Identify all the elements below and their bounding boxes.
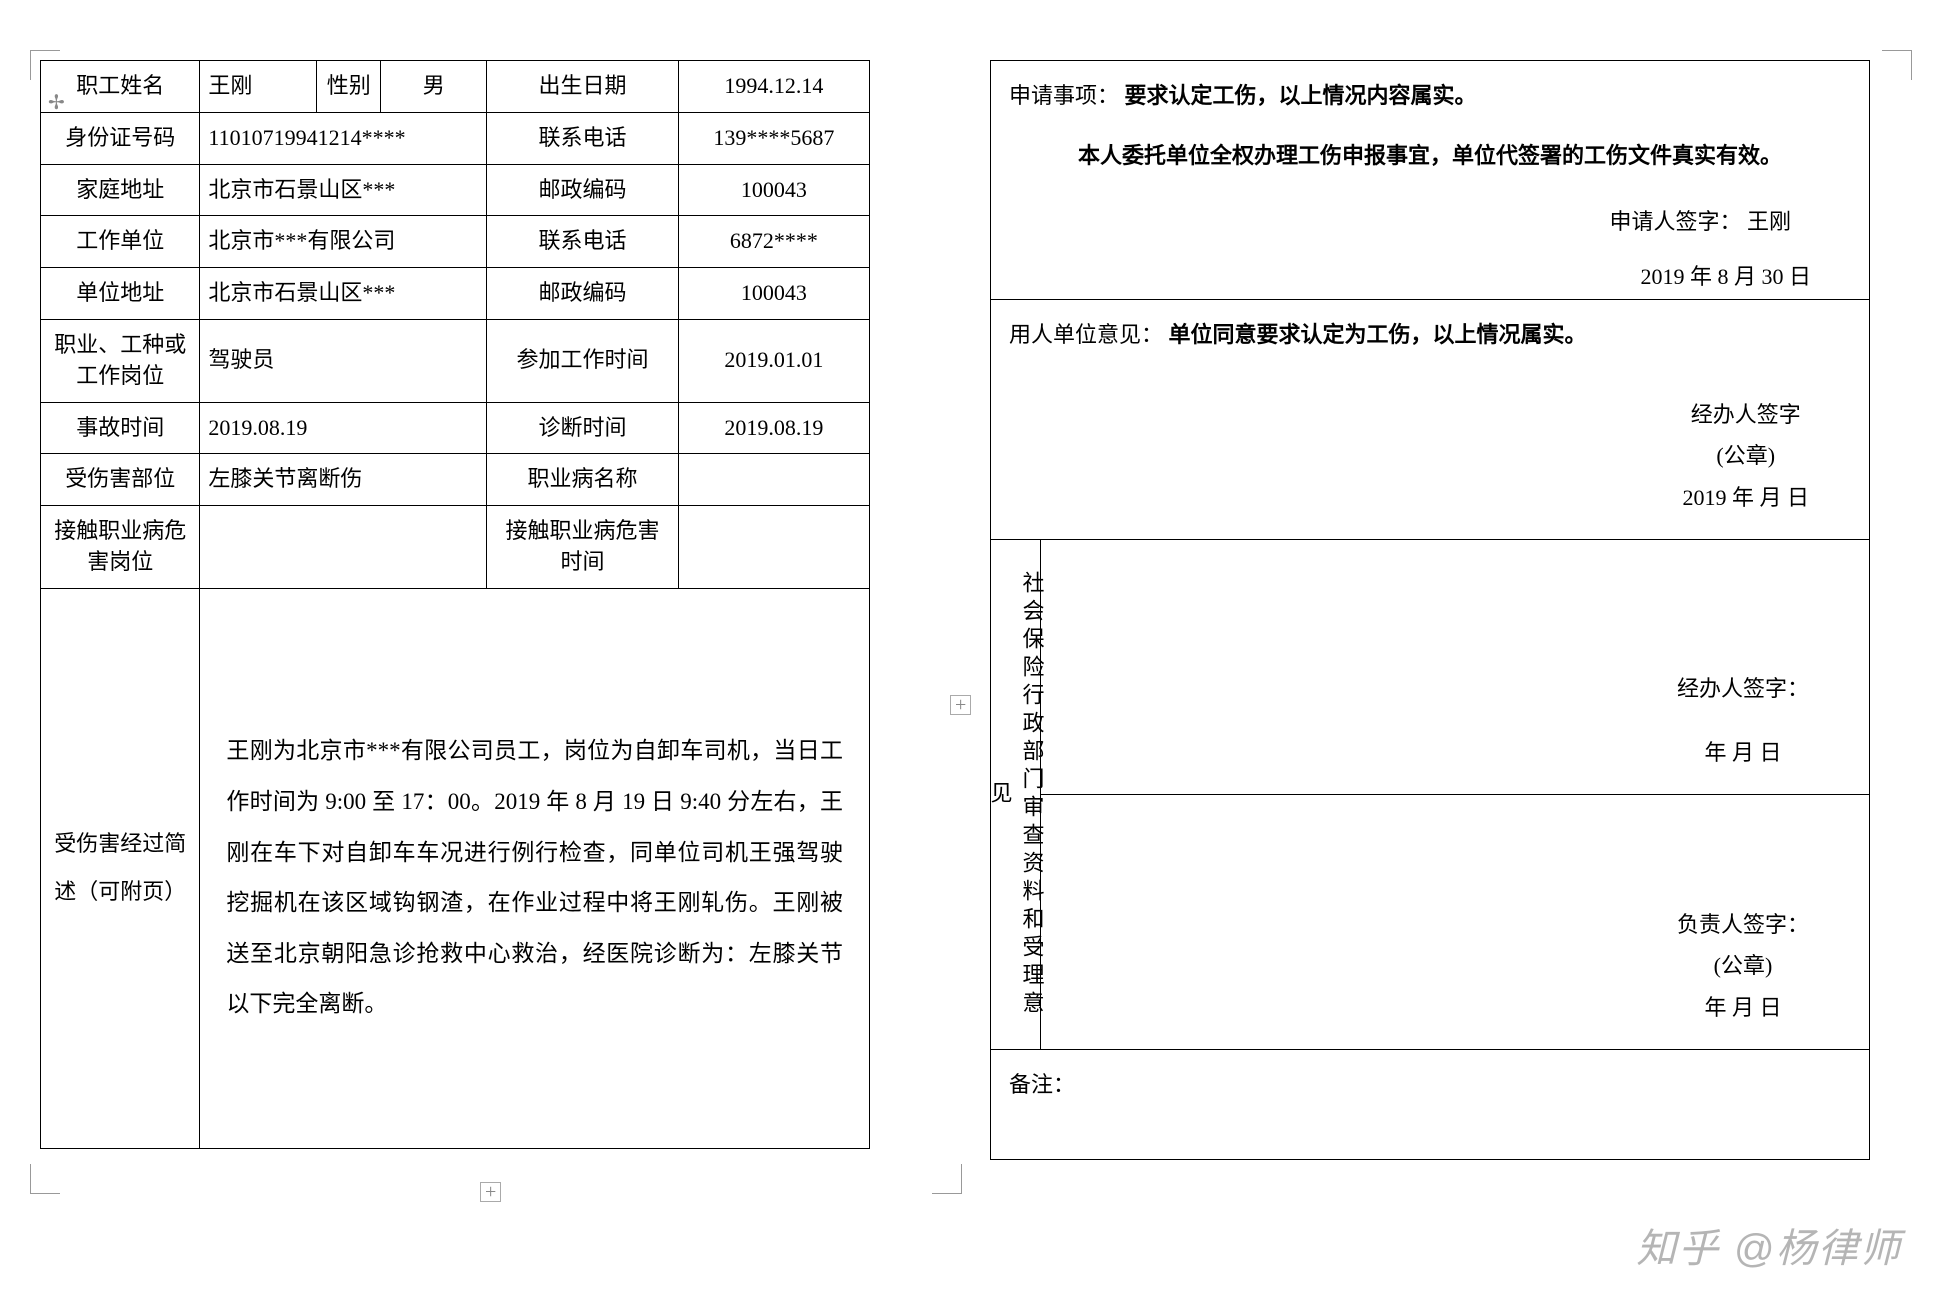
- application-section: 申请事项： 要求认定工伤，以上情况内容属实。 本人委托单位全权办理工伤申报事宜，…: [990, 60, 1870, 300]
- handler-sig-label: 经办人签字: [1682, 394, 1809, 436]
- employer-date: 2019 年 月 日: [1682, 477, 1809, 519]
- dept-body: 经办人签字： 年 月 日 负责人签字： (公章) 年 月 日: [1041, 540, 1869, 1049]
- employer-sig-block: 经办人签字 (公章) 2019 年 月 日: [1682, 394, 1809, 519]
- label-start-work: 参加工作时间: [487, 319, 678, 402]
- dept-date2: 年 月 日: [1677, 987, 1809, 1029]
- label-occupation: 职业、工种或工作岗位: [41, 319, 200, 402]
- label-diagnosis-time: 诊断时间: [487, 402, 678, 454]
- narrative-text: 王刚为北京市***有限公司员工，岗位为自卸车司机，当日工作时间为 9:00 至 …: [208, 676, 861, 1060]
- value-zip2: 100043: [678, 268, 869, 320]
- value-hazard-time: [678, 506, 869, 589]
- applicant-sig-value: 王刚: [1747, 209, 1791, 234]
- label-name: 职工姓名: [41, 61, 200, 113]
- crop-mark-bl: [30, 1164, 60, 1194]
- value-gender: 男: [381, 61, 487, 113]
- dept-date1: 年 月 日: [1677, 732, 1809, 774]
- remark-label: 备注：: [1009, 1072, 1075, 1097]
- employer-section: 用人单位意见： 单位同意要求认定为工伤，以上情况属实。 经办人签字 (公章) 2…: [990, 300, 1870, 540]
- value-start-work: 2019.01.01: [678, 319, 869, 402]
- dept-handler-sig: 经办人签字：: [1677, 668, 1809, 710]
- label-hazard-post: 接触职业病危害岗位: [41, 506, 200, 589]
- watermark: 知乎 @杨律师: [1636, 1216, 1902, 1274]
- dept-review-section: 社会保险行政部门审查资料和受理意见 经办人签字： 年 月 日 负责人签字： (公…: [990, 540, 1870, 1050]
- page-left: 职工姓名 王刚 性别 男 出生日期 1994.12.14 身份证号码 11010…: [40, 60, 870, 1160]
- label-phone1: 联系电话: [487, 112, 678, 164]
- remark-section: 备注：: [990, 1050, 1870, 1160]
- value-phone2: 6872****: [678, 216, 869, 268]
- dept-label-vertical: 社会保险行政部门审查资料和受理意见: [991, 540, 1041, 1049]
- label-employer-addr: 单位地址: [41, 268, 200, 320]
- injury-info-table: 职工姓名 王刚 性别 男 出生日期 1994.12.14 身份证号码 11010…: [40, 60, 870, 1149]
- value-idcard: 11010719941214****: [200, 112, 487, 164]
- value-diagnosis-time: 2019.08.19: [678, 402, 869, 454]
- editor-plus-icon: +: [480, 1182, 501, 1202]
- employer-label: 用人单位意见：: [1009, 322, 1163, 347]
- apply-text1: 要求认定工伤，以上情况内容属实。: [1125, 83, 1477, 108]
- label-gender: 性别: [317, 61, 381, 113]
- dept-leader-sig: 负责人签字：: [1677, 904, 1809, 946]
- apply-line1: 申请事项： 要求认定工伤，以上情况内容属实。: [1009, 75, 1851, 117]
- value-narrative: 王刚为北京市***有限公司员工，岗位为自卸车司机，当日工作时间为 9:00 至 …: [200, 588, 870, 1148]
- page-right: 申请事项： 要求认定工伤，以上情况内容属实。 本人委托单位全权办理工伤申报事宜，…: [990, 60, 1870, 1160]
- label-birth: 出生日期: [487, 61, 678, 113]
- dept-handler-sig-block: 经办人签字： 年 月 日: [1677, 668, 1809, 774]
- label-employer: 工作单位: [41, 216, 200, 268]
- employer-line: 用人单位意见： 单位同意要求认定为工伤，以上情况属实。: [1009, 314, 1851, 356]
- seal-label: (公章): [1682, 435, 1809, 477]
- applicant-date: 2019 年 8 月 30 日: [1009, 256, 1851, 298]
- label-zip1: 邮政编码: [487, 164, 678, 216]
- value-employer: 北京市***有限公司: [200, 216, 487, 268]
- label-phone2: 联系电话: [487, 216, 678, 268]
- value-home-addr: 北京市石景山区***: [200, 164, 487, 216]
- value-hazard-post: [200, 506, 487, 589]
- value-employer-addr: 北京市石景山区***: [200, 268, 487, 320]
- value-occ-disease: [678, 454, 869, 506]
- label-zip2: 邮政编码: [487, 268, 678, 320]
- dept-lower: 负责人签字： (公章) 年 月 日: [1041, 794, 1869, 1049]
- label-hazard-time: 接触职业病危害时间: [487, 506, 678, 589]
- crop-mark-br: [932, 1164, 962, 1194]
- value-occupation: 驾驶员: [200, 319, 487, 402]
- applicant-sig-line: 申请人签字： 王刚: [1009, 201, 1851, 243]
- apply-text2: 本人委托单位全权办理工伤申报事宜，单位代签署的工伤文件真实有效。: [1009, 135, 1851, 177]
- value-zip1: 100043: [678, 164, 869, 216]
- dept-leader-sig-block: 负责人签字： (公章) 年 月 日: [1677, 904, 1809, 1029]
- document-spread: 职工姓名 王刚 性别 男 出生日期 1994.12.14 身份证号码 11010…: [40, 60, 1902, 1160]
- apply-label: 申请事项：: [1009, 83, 1119, 108]
- value-birth: 1994.12.14: [678, 61, 869, 113]
- label-idcard: 身份证号码: [41, 112, 200, 164]
- label-occ-disease: 职业病名称: [487, 454, 678, 506]
- label-accident-time: 事故时间: [41, 402, 200, 454]
- dept-seal: (公章): [1677, 945, 1809, 987]
- value-name: 王刚: [200, 61, 317, 113]
- value-phone1: 139****5687: [678, 112, 869, 164]
- label-home-addr: 家庭地址: [41, 164, 200, 216]
- value-injury-part: 左膝关节离断伤: [200, 454, 487, 506]
- dept-upper: 经办人签字： 年 月 日: [1041, 540, 1869, 794]
- employer-text: 单位同意要求认定为工伤，以上情况属实。: [1169, 322, 1587, 347]
- value-accident-time: 2019.08.19: [200, 402, 487, 454]
- label-narrative: 受伤害经过简述（可附页）: [41, 588, 200, 1148]
- applicant-sig-label: 申请人签字：: [1609, 209, 1741, 234]
- label-injury-part: 受伤害部位: [41, 454, 200, 506]
